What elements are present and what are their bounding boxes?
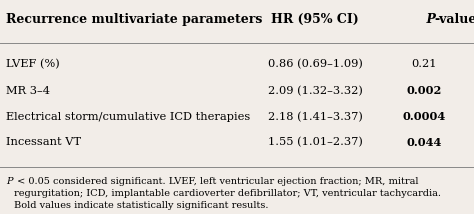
Text: LVEF (%): LVEF (%) <box>6 59 59 69</box>
Text: 2.18 (1.41–3.37): 2.18 (1.41–3.37) <box>268 111 363 122</box>
Text: 0.0004: 0.0004 <box>402 111 446 122</box>
Text: Recurrence multivariate parameters: Recurrence multivariate parameters <box>6 13 262 26</box>
Text: 0.86 (0.69–1.09): 0.86 (0.69–1.09) <box>268 59 363 69</box>
Text: 1.55 (1.01–2.37): 1.55 (1.01–2.37) <box>268 137 363 147</box>
Text: P: P <box>6 177 12 186</box>
Text: Incessant VT: Incessant VT <box>6 137 81 147</box>
Text: 0.002: 0.002 <box>407 85 442 97</box>
Text: P: P <box>424 13 436 26</box>
Text: MR 3–4: MR 3–4 <box>6 86 50 96</box>
Text: -value: -value <box>435 13 474 26</box>
Text: 0.21: 0.21 <box>411 59 437 69</box>
Text: Electrical storm/cumulative ICD therapies: Electrical storm/cumulative ICD therapie… <box>6 112 250 122</box>
Text: 0.044: 0.044 <box>407 137 442 148</box>
Text: < 0.05 considered significant. LVEF, left ventricular ejection fraction; MR, mit: < 0.05 considered significant. LVEF, lef… <box>14 177 441 210</box>
Text: HR (95% CI): HR (95% CI) <box>271 13 359 26</box>
Text: 2.09 (1.32–3.32): 2.09 (1.32–3.32) <box>268 86 363 96</box>
